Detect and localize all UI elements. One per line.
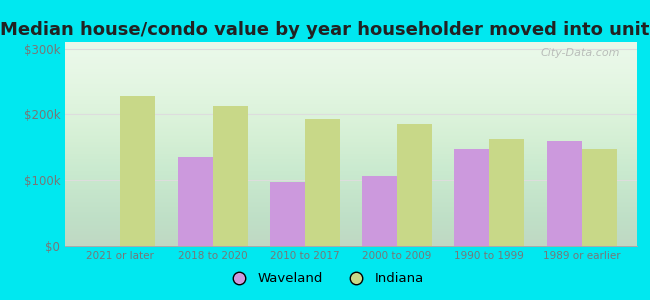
Bar bbox=[362, 176, 397, 246]
Bar bbox=[582, 148, 617, 246]
Bar bbox=[305, 119, 340, 246]
Bar bbox=[489, 139, 525, 246]
Bar bbox=[120, 96, 155, 246]
Bar bbox=[177, 157, 213, 246]
Text: City-Data.com: City-Data.com bbox=[540, 48, 620, 58]
Text: Median house/condo value by year householder moved into unit: Median house/condo value by year househo… bbox=[0, 21, 650, 39]
Bar bbox=[454, 148, 489, 246]
Legend: Waveland, Indiana: Waveland, Indiana bbox=[221, 267, 429, 290]
Bar bbox=[397, 124, 432, 246]
Bar bbox=[270, 182, 305, 246]
Bar bbox=[547, 141, 582, 246]
Bar bbox=[213, 106, 248, 246]
